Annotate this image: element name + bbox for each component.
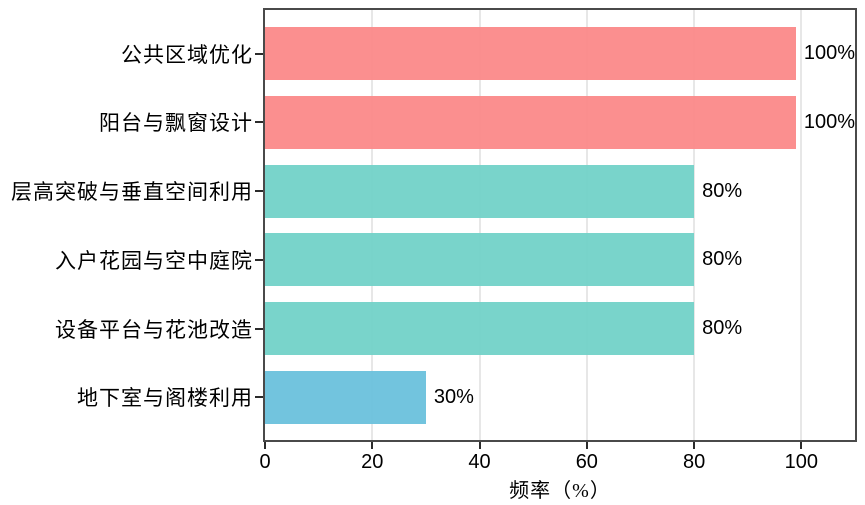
bar-row: 100% [265,95,855,149]
bar-value-label: 100% [803,110,855,133]
bar [265,233,695,287]
x-tick-label: 0 [259,451,271,473]
bar-row: 80% [265,233,855,287]
gridline [478,10,481,440]
y-axis-ticks [255,10,263,440]
gridline [693,10,696,440]
x-axis-ticks [264,442,855,449]
y-tick [255,27,263,80]
bar-value-label: 80% [702,248,743,271]
x-tick-mark [371,442,374,449]
category-label: 阳台与飘窗设计 [99,111,253,136]
bar-row: 30% [265,370,855,424]
bar-row: 100% [265,27,855,80]
y-tick [255,371,263,424]
gridline [800,10,803,440]
bar [265,370,426,424]
bar [265,95,796,149]
x-tick-label: 80 [682,451,706,473]
bar-value-label: 100% [803,42,855,64]
x-tick-mark [264,442,266,449]
y-tick-mark [255,396,263,399]
y-tick-mark [255,190,263,193]
bar [265,302,695,356]
y-tick [255,96,263,149]
bar-row: 80% [265,164,855,218]
category-label: 地下室与阁楼利用 [77,386,253,411]
gridline [371,10,374,440]
y-tick-mark [255,258,263,261]
x-tick-mark [585,442,588,449]
bar [265,164,695,218]
y-tick [255,233,263,286]
category-label: 公共区域优化 [121,42,253,67]
y-axis-labels: 公共区域优化阳台与飘窗设计层高突破与垂直空间利用入户花园与空中庭院 设备平台与花池… [0,10,253,440]
y-tick-mark [255,52,263,55]
category-label: 层高突破与垂直空间利用 [11,180,253,205]
bars-container: 100% 100% 80% 80% 80% 30% [265,10,855,440]
category-label: 入户花园与空中庭院 [55,248,253,273]
y-tick [255,165,263,218]
bar-value-label: 80% [702,317,743,340]
category-label: 设备平台与花池改造 [55,317,253,342]
gridline [585,10,588,440]
bar-row: 80% [265,302,855,356]
x-tick-label: 100 [784,451,819,473]
y-tick [255,302,263,355]
bar-value-label: 30% [433,385,474,408]
gridlines [265,10,855,440]
bar-value-label: 80% [702,179,743,202]
x-tick-mark [478,442,481,449]
x-tick-label: 40 [468,451,491,473]
x-tick-label: 20 [361,451,384,473]
x-axis-title: 频率（%） [509,480,611,502]
y-tick-mark [255,327,263,330]
x-axis-tick-labels: 0 20 40 60 80 100 [259,451,855,473]
x-tick-label: 60 [575,451,598,473]
x-tick-mark [800,442,803,449]
x-tick-mark [693,442,696,449]
bar [265,27,796,80]
y-tick-mark [255,121,263,124]
plot-area: 100% 100% 80% 80% 80% 30% [263,8,857,442]
